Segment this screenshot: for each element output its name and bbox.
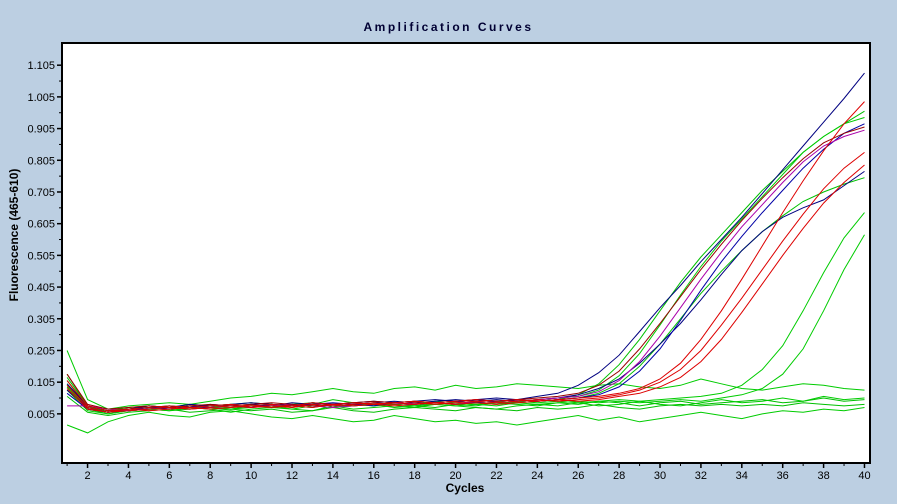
x-tick-label: 32 (695, 470, 707, 482)
y-tick-label: 0.905 (27, 124, 55, 136)
x-tick-label: 14 (327, 470, 339, 482)
chart-title: Amplification Curves (363, 20, 534, 34)
x-tick-label: 8 (207, 470, 213, 482)
x-tick-label: 26 (572, 470, 584, 482)
x-tick-label: 20 (449, 470, 461, 482)
x-axis-title: Cycles (445, 481, 485, 495)
curve-red-3 (66, 164, 865, 413)
y-tick-label: 0.205 (27, 345, 55, 357)
y-tick-label: 0.605 (27, 219, 55, 231)
x-tick-label: 38 (817, 470, 829, 482)
x-tick-label: 4 (125, 470, 131, 482)
curve-red-1 (66, 101, 865, 412)
x-tick-label: 22 (490, 470, 502, 482)
x-tick-label: 40 (858, 470, 870, 482)
curve-green-flat-5 (66, 396, 865, 417)
x-tick-label: 28 (613, 470, 625, 482)
x-tick-label: 12 (286, 470, 298, 482)
x-tick-label: 2 (84, 470, 90, 482)
y-tick-label: 1.105 (27, 60, 55, 72)
x-tick-label: 18 (409, 470, 421, 482)
y-tick-label: 0.505 (27, 250, 55, 262)
y-tick-label: 0.705 (27, 187, 55, 199)
curve-green-flat-2 (66, 407, 865, 434)
y-tick-label: 1.005 (27, 92, 55, 104)
y-tick-label: 0.305 (27, 314, 55, 326)
x-tick-label: 34 (736, 470, 748, 482)
y-tick-label: 0.105 (27, 377, 55, 389)
x-tick-label: 10 (245, 470, 257, 482)
y-tick-label: 0.005 (27, 409, 55, 421)
x-tick-label: 36 (777, 470, 789, 482)
x-tick-label: 30 (654, 470, 666, 482)
x-tick-label: 6 (166, 470, 172, 482)
x-tick-label: 24 (531, 470, 543, 482)
curve-green-flat-1 (66, 350, 865, 410)
plot-frame (61, 42, 871, 464)
y-tick-label: 0.405 (27, 282, 55, 294)
x-tick-label: 16 (368, 470, 380, 482)
y-tick-label: 0.805 (27, 155, 55, 167)
